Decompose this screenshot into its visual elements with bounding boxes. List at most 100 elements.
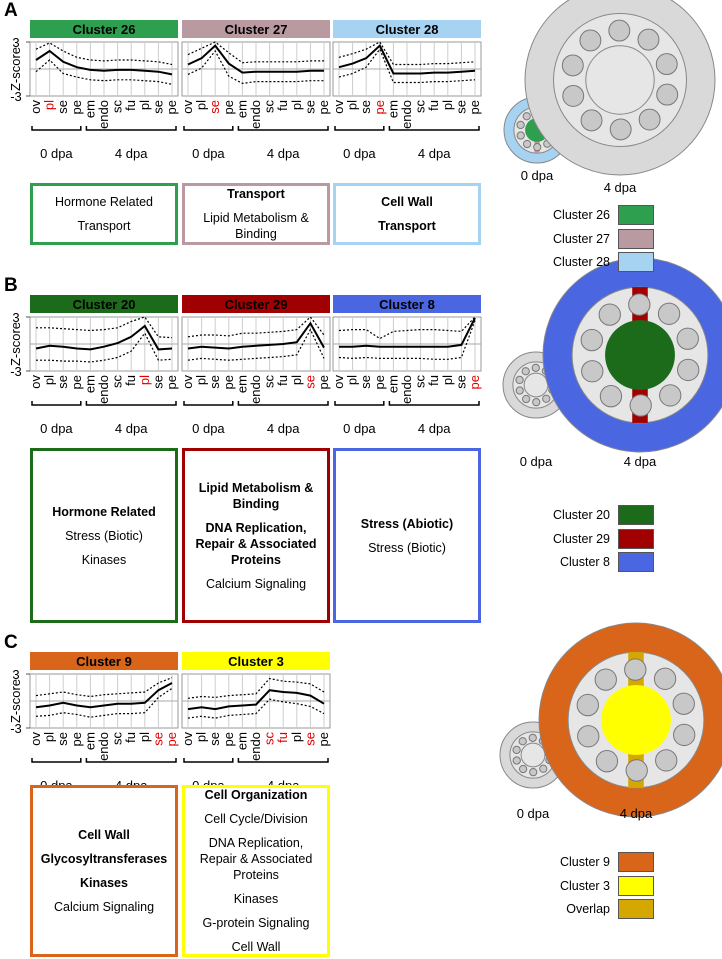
box-text: Cell Wall — [231, 940, 281, 954]
ovule — [598, 303, 621, 326]
cluster-header — [30, 295, 178, 313]
x-tick-label: endo — [96, 100, 111, 129]
profile-line — [187, 316, 325, 338]
legend-swatch — [618, 852, 654, 872]
x-tick-label: pl — [289, 100, 304, 110]
x-tick-label: pl — [194, 100, 209, 110]
profile-line — [36, 332, 173, 363]
x-tick-label: se — [55, 732, 70, 746]
box-text: Kinases — [81, 552, 127, 567]
box-text: Stress (Biotic) — [65, 528, 143, 543]
group-label: 0 dpa — [343, 146, 376, 161]
profile-line — [35, 677, 173, 698]
box-text: Lipid Metabolism & Binding — [203, 211, 309, 241]
x-tick-label: ov — [180, 732, 195, 746]
category-box: Cell Wall Transport — [333, 183, 481, 245]
legend-swatch — [618, 528, 654, 549]
ovule — [608, 19, 631, 42]
x-tick-label: se — [55, 375, 70, 389]
ovule — [624, 658, 647, 681]
profile-line — [338, 316, 476, 340]
ovule — [655, 53, 678, 76]
category-box: Lipid Metabolism & Binding DNA Replicatio… — [182, 448, 330, 623]
y-axis-label: Z-score — [8, 679, 23, 723]
group-bracket — [388, 401, 480, 406]
x-tick-label: fu — [123, 100, 138, 111]
group-label: 0 dpa — [40, 421, 73, 436]
group-bracket — [334, 126, 385, 131]
x-tick-label: pe — [164, 732, 179, 746]
x-tick-label: fu — [123, 375, 138, 386]
seed-core — [585, 45, 655, 115]
x-tick-label: pl — [42, 732, 57, 742]
x-tick-label: se — [207, 732, 222, 746]
box-text: DNA Replication, Repair & Associated Pro… — [195, 520, 317, 567]
legend-label: Cluster 27 — [553, 231, 610, 246]
x-tick-label: pe — [164, 375, 179, 389]
seed-core — [601, 685, 671, 755]
x-tick-label: sc — [110, 732, 125, 746]
x-tick-label: fu — [275, 100, 290, 111]
x-tick-label: pl — [42, 100, 57, 110]
x-tick-label: pl — [137, 100, 152, 110]
ovule — [528, 733, 537, 742]
ovule — [672, 692, 695, 715]
box-text: Cell Wall — [78, 828, 130, 842]
legend-entry: Cluster 28 — [510, 252, 654, 272]
box-text: Transport — [227, 187, 285, 201]
group-bracket — [31, 401, 82, 406]
ovule — [516, 131, 525, 140]
x-tick-label: pl — [137, 375, 152, 385]
legend-entry: Cluster 26 — [510, 205, 654, 225]
group-label: 4 dpa — [115, 146, 148, 161]
x-tick-label: sc — [413, 375, 428, 389]
x-tick-label: endo — [248, 732, 263, 761]
box-text: G-protein Signaling — [202, 916, 310, 930]
ovule — [653, 667, 677, 690]
x-tick-label: se — [302, 732, 317, 746]
ovule — [518, 764, 528, 774]
ovule — [539, 764, 548, 773]
x-tick-label: fu — [426, 375, 441, 386]
ovule — [522, 139, 532, 149]
legend-label: Cluster 29 — [553, 531, 610, 546]
x-tick-label: ov — [331, 375, 346, 389]
x-tick-label: ov — [180, 375, 195, 389]
group-label: 4 dpa — [418, 421, 451, 436]
legend-entry: Cluster 20 — [510, 505, 654, 525]
x-tick-label: endo — [399, 100, 414, 129]
ovule — [625, 759, 648, 782]
profile-line — [339, 317, 476, 348]
x-tick-label: pl — [345, 375, 360, 385]
ovule — [576, 693, 599, 717]
x-tick-label: pe — [164, 100, 179, 114]
x-tick-label: ov — [28, 375, 43, 389]
x-tick-label: pe — [221, 100, 236, 114]
box-text: Hormone Related — [52, 504, 156, 519]
legend-swatch — [618, 552, 654, 572]
group-label: 4 dpa — [267, 146, 300, 161]
x-tick-label: pe — [372, 375, 387, 389]
x-tick-label: fu — [123, 732, 138, 743]
ovule — [529, 768, 538, 777]
profile-line — [338, 320, 476, 360]
box-text: Kinases — [80, 876, 128, 890]
profile-line — [187, 41, 324, 64]
panel-letter: C — [4, 632, 18, 653]
x-tick-label: em — [82, 732, 97, 750]
legend-entry: Cluster 27 — [510, 228, 654, 249]
profile-line — [35, 59, 173, 85]
group-bracket — [183, 126, 234, 131]
legend-swatch — [618, 252, 654, 272]
group-label: 0 dpa — [192, 146, 225, 161]
ovule — [521, 394, 531, 404]
box-text: Hormone Related — [55, 195, 153, 209]
y-tick-label: 3 — [12, 310, 19, 325]
cluster-header — [333, 295, 481, 313]
x-tick-label: em — [234, 375, 249, 393]
x-tick-label: pe — [221, 375, 236, 389]
profile-line — [187, 328, 325, 361]
cluster-title: Cluster 8 — [379, 297, 435, 312]
x-tick-label: pe — [69, 375, 84, 389]
